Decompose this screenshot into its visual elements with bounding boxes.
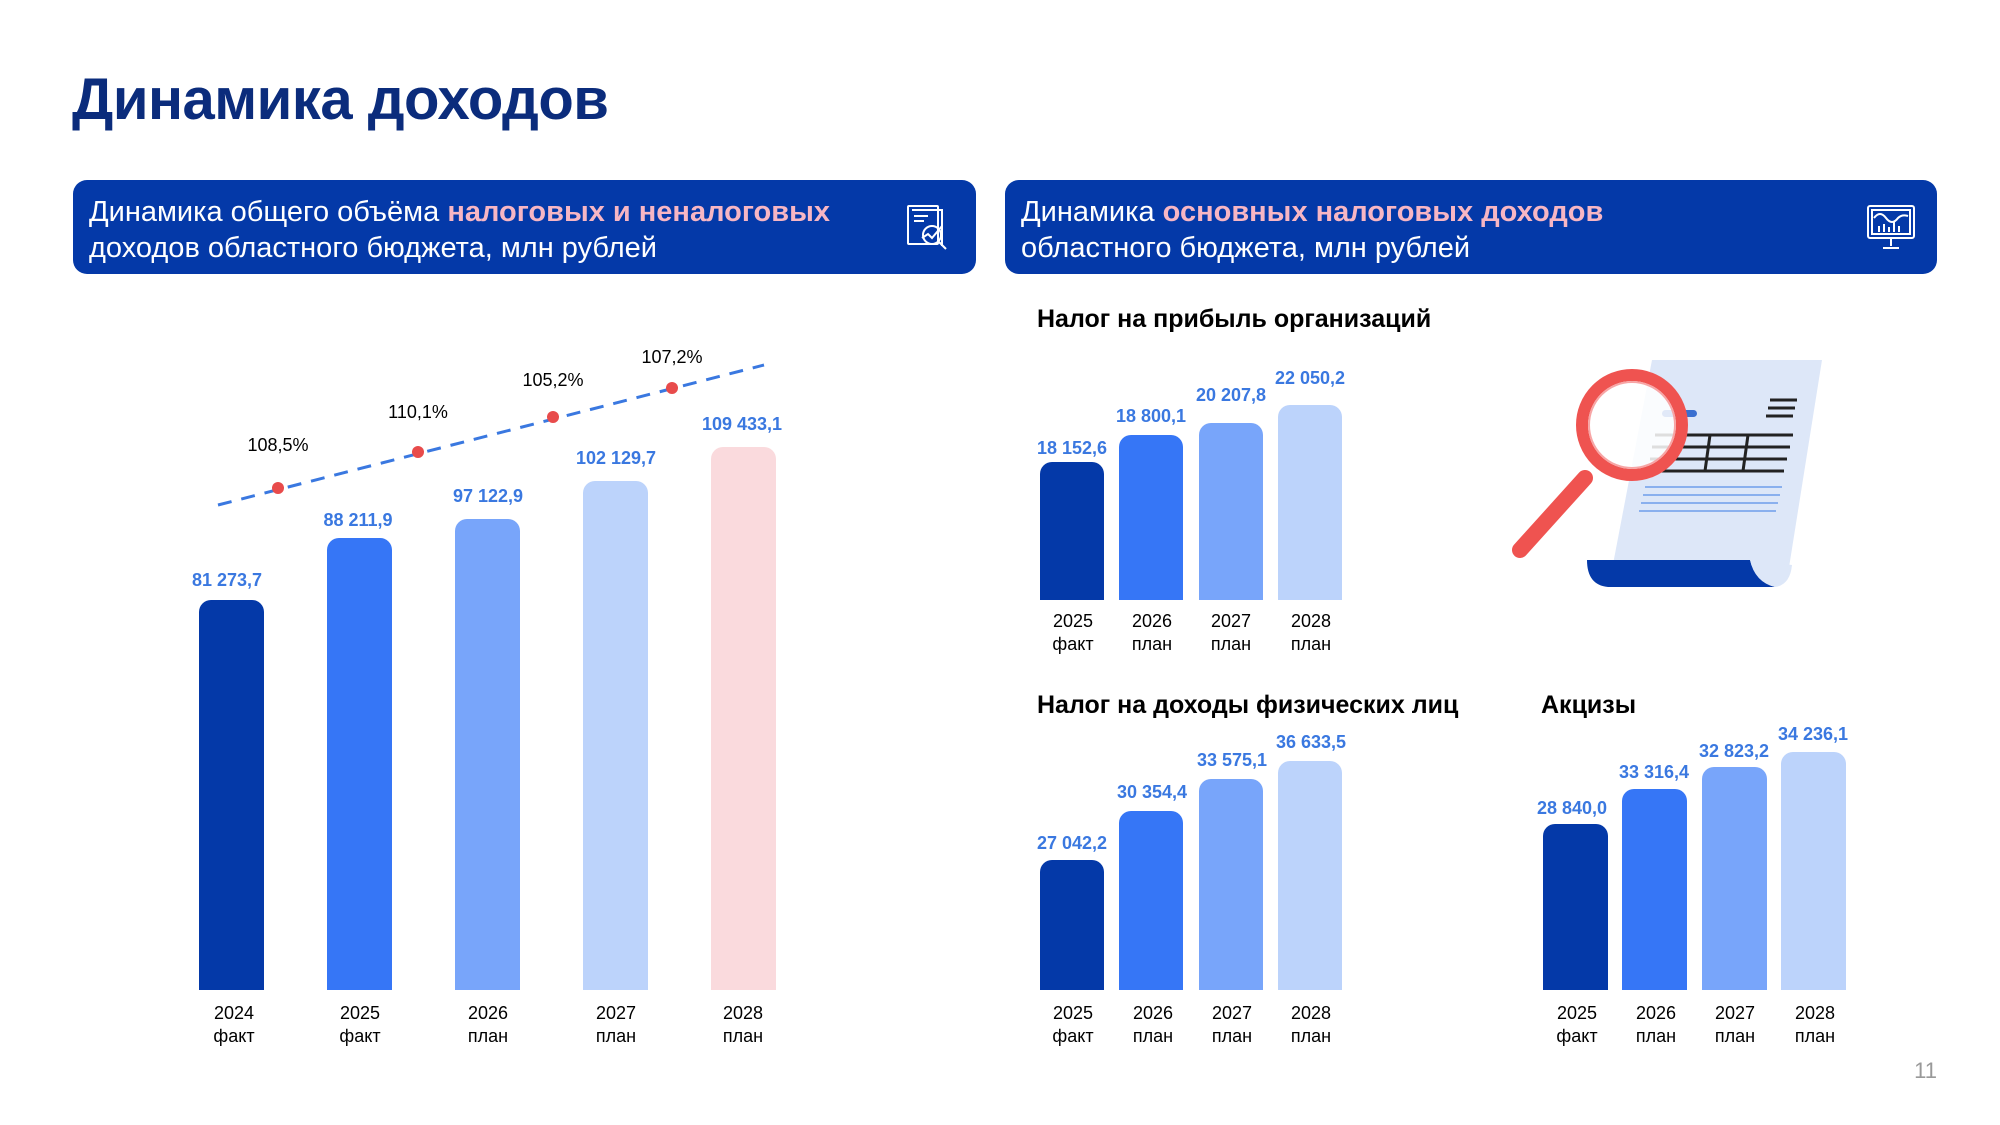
- magnifier-document-illustration: [1512, 360, 1822, 587]
- bar-2028: [1278, 405, 1342, 600]
- chart-title-excise: Акцизы: [1541, 691, 1637, 719]
- growth-label: 107,2%: [641, 347, 703, 367]
- trend-dot: [547, 411, 559, 423]
- bar-2025: [1543, 824, 1608, 990]
- growth-label: 105,2%: [522, 370, 584, 390]
- bar-2025: [1040, 462, 1104, 600]
- value-label: 102 129,7: [575, 448, 657, 468]
- category-label: 2025 факт: [339, 1003, 381, 1046]
- category-label: 2027 план: [595, 1003, 637, 1046]
- bar-2025: [1040, 860, 1104, 990]
- category-label: 2028 план: [1290, 611, 1332, 654]
- bar-2028: [1278, 761, 1342, 990]
- value-label: 30 354,4: [1116, 782, 1188, 802]
- category-label: 2028 план: [722, 1003, 764, 1046]
- trend-dot: [666, 382, 678, 394]
- bar-2024: [199, 600, 264, 990]
- growth-label: 108,5%: [247, 435, 309, 455]
- category-label: 2025 факт: [1052, 611, 1094, 654]
- bar-2028: [1781, 752, 1846, 990]
- value-label: 27 042,2: [1036, 833, 1108, 853]
- total-revenue-chart: 108,5% 110,1% 105,2% 107,2% 81 273,7 88 …: [191, 347, 783, 1046]
- chart-title-pit: Налог на доходы физических лиц: [1037, 691, 1459, 719]
- banner-highlight: основных налоговых доходов: [1162, 196, 1604, 228]
- value-label: 88 211,9: [323, 510, 393, 530]
- banner-line-1: Динамика основных налоговых доходов: [1021, 194, 1921, 230]
- category-label: 2024 факт: [213, 1003, 255, 1046]
- bar-2026: [1119, 811, 1183, 990]
- bar-2025: [327, 538, 392, 990]
- value-label: 32 823,2: [1698, 741, 1770, 761]
- value-label: 36 633,5: [1275, 732, 1347, 752]
- value-label: 18 800,1: [1115, 406, 1187, 426]
- growth-label: 110,1%: [388, 402, 448, 422]
- bar-2027: [1199, 423, 1263, 600]
- value-label: 22 050,2: [1274, 368, 1346, 388]
- banner-text: Динамика общего объёма: [89, 196, 448, 228]
- category-label: 2026 план: [467, 1003, 509, 1046]
- bar-2027: [583, 481, 648, 990]
- banner-line-1: Динамика общего объёма налоговых и ненал…: [89, 194, 960, 230]
- value-label: 28 840,0: [1536, 798, 1608, 818]
- value-label: 18 152,6: [1036, 438, 1108, 458]
- bar-2026: [1119, 435, 1183, 600]
- category-label: 2027 план: [1210, 611, 1252, 654]
- category-label: 2026 план: [1635, 1003, 1677, 1046]
- category-label: 2025 факт: [1556, 1003, 1598, 1046]
- value-label: 33 316,4: [1618, 762, 1690, 782]
- value-label: 34 236,1: [1777, 724, 1849, 744]
- banner-line-2: областного бюджета, млн рублей: [1021, 232, 1471, 264]
- trend-dot: [272, 482, 284, 494]
- category-label: 2027 план: [1714, 1003, 1756, 1046]
- banner-highlight: налоговых и неналоговых: [447, 196, 830, 228]
- bar-2027: [1199, 779, 1263, 990]
- value-label: 81 273,7: [191, 570, 263, 590]
- chart-title-profit-tax: Налог на прибыль организаций: [1037, 305, 1432, 333]
- category-label: 2026 план: [1132, 1003, 1174, 1046]
- banner-main-tax-revenue: Динамика основных налоговых доходов обла…: [1005, 180, 1937, 274]
- bar-2028: [711, 447, 776, 990]
- page-title: Динамика доходов: [72, 67, 609, 132]
- value-label: 97 122,9: [452, 486, 524, 506]
- bar-2027: [1702, 767, 1767, 990]
- growth-trend-line: [217, 363, 765, 507]
- category-label: 2026 план: [1131, 611, 1173, 654]
- trend-dot: [412, 446, 424, 458]
- category-label: 2028 план: [1290, 1003, 1332, 1046]
- bar-2026: [1622, 789, 1687, 990]
- banner-text: Динамика: [1021, 196, 1163, 228]
- page-number: 11: [1914, 1058, 1937, 1083]
- value-label: 33 575,1: [1196, 750, 1268, 770]
- value-label: 109 433,1: [701, 414, 783, 434]
- monitor-chart-icon: [1867, 205, 1915, 249]
- category-label: 2027 план: [1211, 1003, 1253, 1046]
- document-analysis-icon: [907, 205, 947, 250]
- banner-line-2: доходов областного бюджета, млн рублей: [89, 232, 657, 264]
- value-label: 20 207,8: [1195, 385, 1267, 405]
- banner-total-revenue: Динамика общего объёма налоговых и ненал…: [73, 180, 976, 274]
- category-label: 2025 факт: [1052, 1003, 1094, 1046]
- bar-2026: [455, 519, 520, 990]
- category-label: 2028 план: [1794, 1003, 1836, 1046]
